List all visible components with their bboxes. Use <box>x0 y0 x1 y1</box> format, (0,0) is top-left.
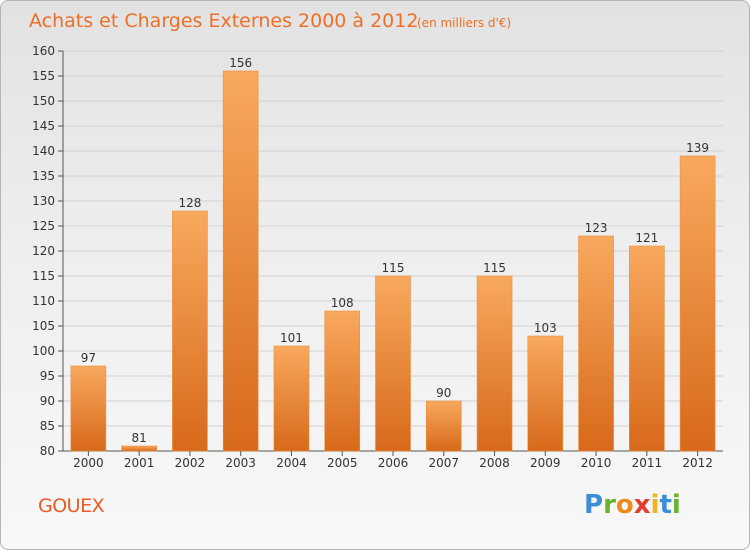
y-tick-label: 155 <box>32 69 55 83</box>
bar-2003 <box>222 70 259 452</box>
x-tick-label-2000: 2000 <box>73 456 104 470</box>
data-label-2009: 103 <box>534 321 557 335</box>
bar-2004 <box>273 345 310 452</box>
y-tick-label: 160 <box>32 44 55 58</box>
data-label-2000: 97 <box>81 351 96 365</box>
bar-2012 <box>679 155 716 452</box>
plot-area: 80 85 90 95 100 105 110 115 120 125 130 135 140 145 15… <box>32 44 723 470</box>
logo-letter: i <box>671 490 681 520</box>
chart-title: Achats et Charges Externes 2000 à 2012 <box>29 10 418 32</box>
chart-subtitle: (en milliers d'€) <box>417 16 511 30</box>
y-tick-label: 80 <box>40 444 55 458</box>
x-tick-label-2009: 2009 <box>530 456 561 470</box>
data-label-2004: 101 <box>280 331 303 345</box>
data-label-2002: 128 <box>178 196 201 210</box>
x-tick-label-2001: 2001 <box>124 456 155 470</box>
y-tick-label: 145 <box>32 119 55 133</box>
bar-2008 <box>476 275 513 452</box>
x-tick-label-2006: 2006 <box>378 456 409 470</box>
bar-2001 <box>121 445 157 452</box>
logo-letter: x <box>633 490 651 520</box>
logo-letter: P <box>584 490 604 520</box>
logo-letter: i <box>650 490 660 520</box>
data-label-2001: 81 <box>132 431 147 445</box>
data-label-2006: 115 <box>382 261 405 275</box>
bar-2007 <box>425 400 462 452</box>
logo-letter: r <box>603 490 616 520</box>
proxiti-logo[interactable]: Proxiti <box>584 490 681 520</box>
bar-2002 <box>172 210 208 452</box>
x-tick-label-2002: 2002 <box>175 456 206 470</box>
y-tick-label: 105 <box>32 319 55 333</box>
data-label-2010: 123 <box>585 221 608 235</box>
data-label-2003: 156 <box>229 56 252 70</box>
y-tick-label: 135 <box>32 169 55 183</box>
x-tick-label-2005: 2005 <box>327 456 358 470</box>
x-tick-label-2004: 2004 <box>276 456 307 470</box>
y-tick-label: 95 <box>40 369 55 383</box>
y-tick-label: 110 <box>32 294 55 308</box>
bar-2011 <box>629 245 665 452</box>
data-label-2007: 90 <box>436 386 451 400</box>
y-tick-label: 90 <box>40 394 55 408</box>
bar-2005 <box>324 310 361 452</box>
y-tick-label: 140 <box>32 144 55 158</box>
y-tick-label: 85 <box>40 419 55 433</box>
data-label-2012: 139 <box>686 141 709 155</box>
y-tick-label: 125 <box>32 219 55 233</box>
commune-name: GOUEX <box>38 495 105 517</box>
y-tick-label: 120 <box>32 244 55 258</box>
bar-2006 <box>375 275 411 452</box>
x-tick-label-2010: 2010 <box>581 456 612 470</box>
logo-letter: t <box>659 490 672 520</box>
bar-2000 <box>70 365 107 452</box>
data-label-2008: 115 <box>483 261 506 275</box>
data-label-2011: 121 <box>635 231 658 245</box>
y-tick-label: 130 <box>32 194 55 208</box>
y-tick-label: 150 <box>32 94 55 108</box>
bar-2009 <box>527 335 564 452</box>
x-tick-label-2007: 2007 <box>428 456 459 470</box>
y-tick-label: 100 <box>32 344 55 358</box>
x-tick-label-2011: 2011 <box>632 456 663 470</box>
x-tick-label-2003: 2003 <box>225 456 256 470</box>
x-tick-label-2012: 2012 <box>682 456 713 470</box>
x-tick-label-2008: 2008 <box>479 456 510 470</box>
bar-2010 <box>578 235 614 452</box>
y-tick-label: 115 <box>32 269 55 283</box>
data-label-2005: 108 <box>331 296 354 310</box>
logo-letter: o <box>615 490 634 520</box>
